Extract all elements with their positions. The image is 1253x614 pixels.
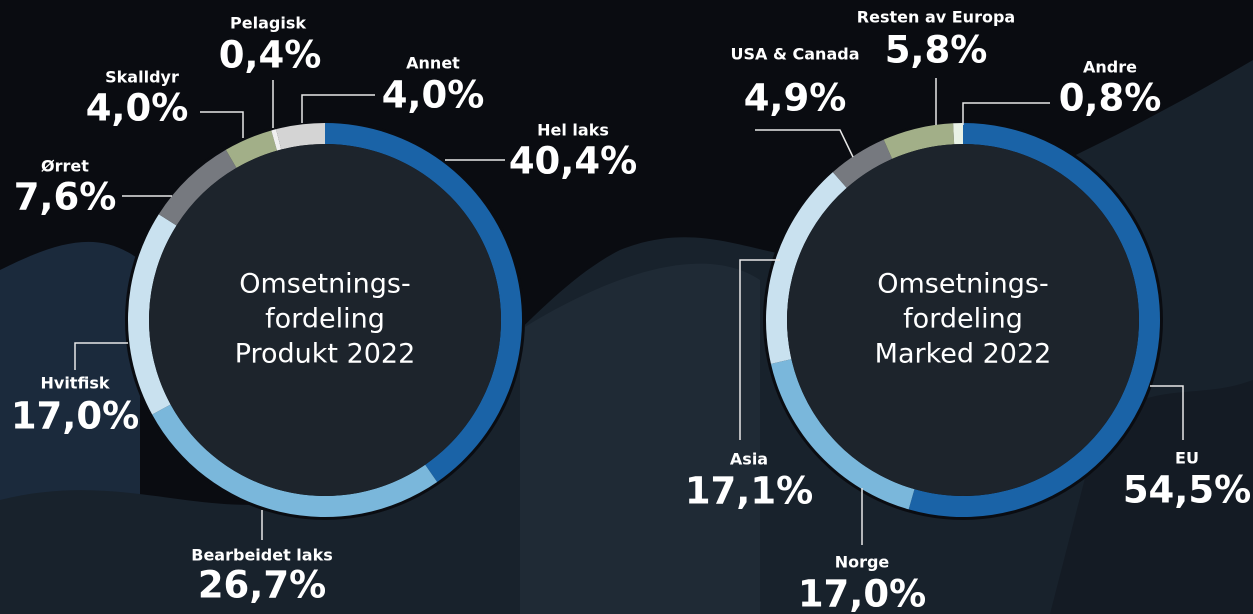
- donut-slice: [158, 149, 237, 226]
- slice-name: USA & Canada: [731, 45, 860, 64]
- donut-slice: [152, 404, 438, 518]
- slice-value: 0,4%: [219, 34, 322, 77]
- donut-slice: [766, 172, 847, 364]
- slice-name: Norge: [835, 553, 890, 572]
- center-title: Omsetnings-: [877, 269, 1049, 300]
- leader-line: [755, 129, 854, 158]
- slice-value: 4,0%: [86, 87, 189, 130]
- slice-value: 17,0%: [798, 573, 926, 614]
- slice-name: Resten av Europa: [857, 8, 1015, 27]
- donut-slice: [271, 129, 282, 151]
- slice-value: 4,0%: [382, 74, 485, 117]
- leader-line: [74, 342, 128, 370]
- leader-line: [301, 94, 375, 123]
- leader-line: [962, 102, 1050, 125]
- slice-name: Hel laks: [537, 121, 609, 140]
- leader-line: [739, 259, 780, 440]
- donut-slice: [128, 214, 177, 415]
- donut-center: [787, 144, 1139, 496]
- slice-value: 40,4%: [509, 140, 637, 183]
- donut-slice: [832, 139, 893, 188]
- slice-value: 26,7%: [198, 564, 326, 607]
- slice-value: 54,5%: [1123, 469, 1251, 512]
- donut-slice: [276, 123, 325, 150]
- donut-slice: [325, 123, 522, 482]
- center-title: Marked 2022: [875, 339, 1052, 370]
- slice-name: Bearbeidet laks: [191, 546, 333, 565]
- slice-name: Annet: [406, 54, 460, 73]
- leader-line: [1150, 385, 1184, 440]
- center-title: fordeling: [903, 304, 1023, 335]
- slice-value: 0,8%: [1059, 77, 1162, 120]
- bg-wave: [520, 263, 760, 614]
- slice-name: Ørret: [41, 157, 89, 176]
- donut-slice: [953, 123, 963, 145]
- donut-slice: [883, 123, 955, 159]
- slice-value: 5,8%: [885, 29, 988, 72]
- slice-name: Skalldyr: [105, 68, 179, 87]
- slice-value: 17,1%: [685, 470, 813, 513]
- center-title: Produkt 2022: [235, 339, 416, 370]
- slice-name: Asia: [730, 450, 768, 469]
- leader-line: [200, 111, 244, 138]
- slice-name: EU: [1175, 449, 1199, 468]
- donut-slice: [225, 130, 278, 168]
- slice-name: Pelagisk: [230, 14, 306, 33]
- slice-name: Hvitfisk: [41, 374, 110, 393]
- slice-value: 4,9%: [744, 77, 847, 120]
- center-title: Omsetnings-: [239, 269, 411, 300]
- slice-value: 7,6%: [14, 176, 117, 219]
- slice-name: Andre: [1083, 58, 1137, 77]
- donut-center: [149, 144, 501, 496]
- center-title: fordeling: [265, 304, 385, 335]
- donut-slice: [770, 359, 915, 510]
- slice-value: 17,0%: [11, 395, 139, 438]
